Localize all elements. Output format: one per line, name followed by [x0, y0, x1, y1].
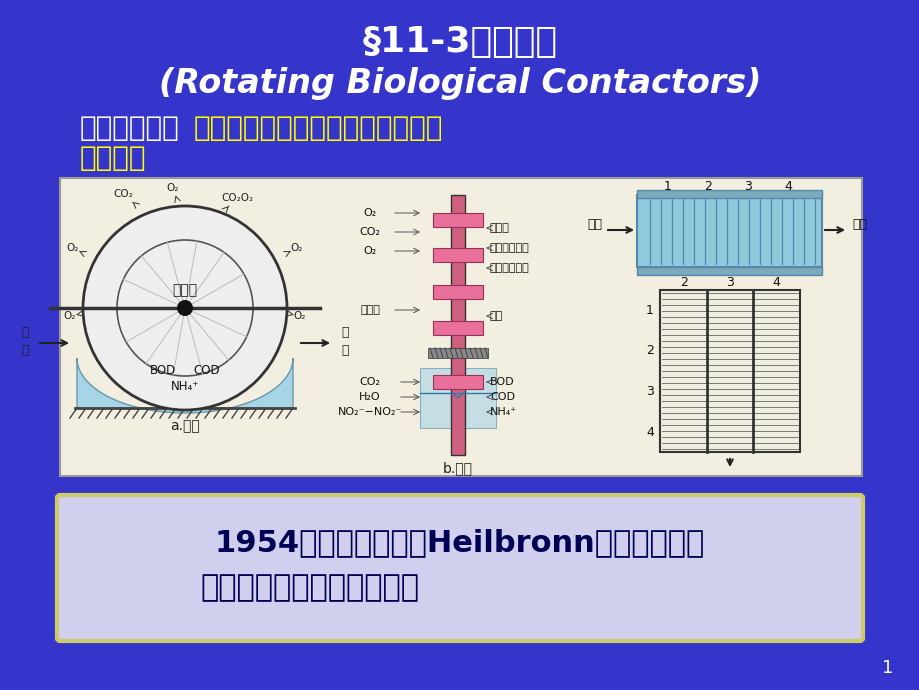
Text: 2: 2	[645, 344, 653, 357]
Bar	[433, 248, 482, 262]
Bar	[420, 368, 495, 428]
Text: 1: 1	[645, 304, 653, 317]
Text: O₂: O₂	[67, 243, 79, 253]
Text: COD: COD	[194, 364, 220, 377]
Text: CO₂: CO₂	[359, 227, 380, 237]
Text: BOD: BOD	[490, 377, 514, 387]
Text: 中心轴: 中心轴	[359, 305, 380, 315]
Bar	[659, 290, 800, 452]
Text: 4: 4	[783, 179, 791, 193]
Text: O₂: O₂	[290, 243, 303, 253]
Text: NO₂⁻−NO₂⁻: NO₂⁻−NO₂⁻	[337, 407, 402, 417]
Text: 出: 出	[341, 344, 348, 357]
Text: 1954年在联邦德国的Heilbronn建成世界上第: 1954年在联邦德国的Heilbronn建成世界上第	[215, 529, 704, 558]
Text: 4: 4	[771, 275, 779, 288]
Text: 1: 1	[881, 659, 892, 677]
Bar	[636, 195, 821, 267]
Bar	[433, 213, 482, 227]
Text: 流: 流	[21, 326, 28, 339]
Text: 3: 3	[725, 275, 733, 288]
Text: CO₂: CO₂	[113, 189, 132, 199]
Text: 流: 流	[341, 326, 348, 339]
Text: BOD: BOD	[150, 364, 176, 377]
Text: 2: 2	[703, 179, 711, 193]
Text: O₂: O₂	[166, 183, 179, 193]
Text: 浸没式生物滤池，也叫旋转式生物: 浸没式生物滤池，也叫旋转式生物	[194, 114, 443, 142]
Text: CO₂O₂: CO₂O₂	[221, 193, 253, 203]
Text: 生物膜: 生物膜	[172, 283, 198, 297]
Text: 液膜: 液膜	[490, 311, 503, 321]
Text: 流入: 流入	[587, 219, 602, 232]
Text: O₂: O₂	[293, 311, 306, 321]
Text: COD: COD	[490, 392, 515, 402]
Bar	[433, 321, 482, 335]
Text: b.断面: b.断面	[443, 461, 472, 475]
Text: 4: 4	[645, 426, 653, 439]
Text: NH₄⁺: NH₄⁺	[171, 380, 199, 393]
FancyBboxPatch shape	[57, 495, 862, 641]
Text: O₂: O₂	[63, 311, 76, 321]
Text: 生物转盘又称: 生物转盘又称	[80, 114, 179, 142]
Circle shape	[83, 206, 287, 410]
Text: a.側面: a.側面	[170, 419, 199, 433]
Bar	[636, 190, 821, 198]
Text: 3: 3	[645, 385, 653, 398]
Text: H₂O: H₂O	[358, 392, 380, 402]
Text: O₂: O₂	[363, 246, 376, 256]
Text: 一座生物转盘污水处理厂。: 一座生物转盘污水处理厂。	[200, 573, 419, 602]
Text: 反应器。: 反应器。	[80, 144, 146, 172]
Bar	[433, 375, 482, 389]
Text: §11-3生物转盘: §11-3生物转盘	[362, 25, 557, 59]
Text: 厌气性生物膜: 厌气性生物膜	[490, 243, 529, 253]
Bar	[427, 348, 487, 358]
Text: 2: 2	[679, 275, 687, 288]
Text: 圆板体: 圆板体	[490, 223, 509, 233]
Bar	[636, 267, 821, 275]
Bar	[450, 195, 464, 455]
Text: (Rotating Biological Contactors): (Rotating Biological Contactors)	[159, 68, 760, 101]
Text: 1: 1	[664, 179, 671, 193]
Text: 入: 入	[21, 344, 28, 357]
Text: O₂: O₂	[363, 208, 376, 218]
Text: 流出: 流出	[852, 219, 867, 232]
Text: NH₄⁺: NH₄⁺	[490, 407, 516, 417]
Text: 好气性生物膜: 好气性生物膜	[490, 263, 529, 273]
Text: 3: 3	[743, 179, 751, 193]
Bar	[60, 178, 861, 476]
Circle shape	[176, 300, 193, 316]
Text: CO₂: CO₂	[359, 377, 380, 387]
Bar	[433, 285, 482, 299]
Polygon shape	[77, 358, 292, 413]
